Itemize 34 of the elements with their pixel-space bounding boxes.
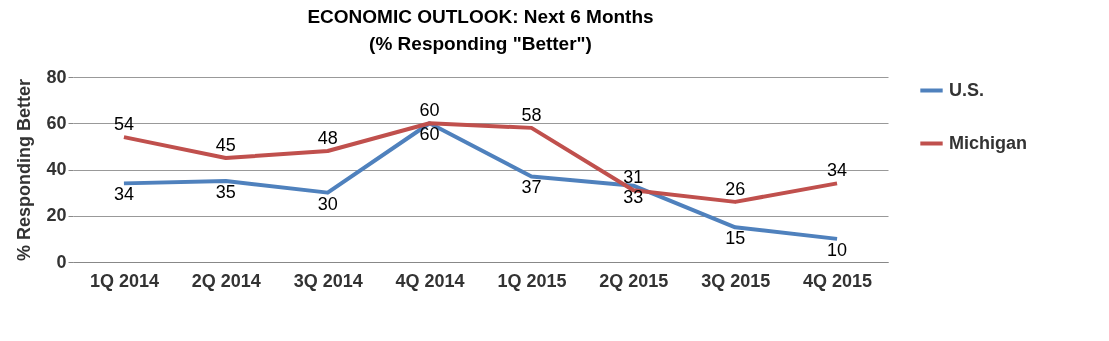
data-label: 10: [827, 239, 848, 260]
data-label: 60: [419, 124, 440, 145]
data-label: 48: [317, 128, 338, 148]
data-label: 58: [521, 104, 542, 125]
data-label: 34: [113, 184, 134, 205]
data-label: 26: [725, 178, 746, 199]
y-tick-label: 0: [56, 251, 67, 272]
data-label: 33: [623, 186, 644, 207]
legend-label: Michigan: [949, 132, 1028, 153]
data-label: 45: [215, 134, 236, 155]
y-axis-title: % Responding Better: [14, 78, 35, 262]
data-label: 15: [725, 228, 746, 249]
x-tick-label: 1Q 2015: [497, 270, 567, 291]
x-tick-label: 1Q 2014: [89, 270, 159, 291]
legend-label: U.S.: [949, 79, 985, 100]
x-tick-label: 4Q 2015: [803, 270, 873, 291]
data-label: 37: [521, 177, 542, 198]
x-tick-label: 2Q 2014: [191, 270, 261, 291]
x-tick-label: 4Q 2014: [395, 270, 465, 291]
data-label: 34: [827, 160, 848, 181]
x-tick-label: 2Q 2015: [599, 270, 669, 291]
y-tick-label: 60: [46, 112, 67, 133]
y-tick-label: 80: [46, 66, 67, 87]
data-label: 30: [317, 193, 338, 214]
chart-title: ECONOMIC OUTLOOK: Next 6 Months: [307, 6, 654, 27]
data-label: 54: [113, 114, 134, 135]
x-tick-label: 3Q 2014: [293, 270, 363, 291]
data-label: 31: [623, 167, 644, 188]
data-label: 60: [419, 100, 440, 121]
data-label: 35: [215, 182, 236, 203]
x-tick-label: 3Q 2015: [701, 270, 771, 291]
y-tick-label: 20: [46, 205, 67, 226]
y-tick-label: 40: [46, 159, 67, 179]
chart-subtitle: (% Responding "Better"): [369, 33, 592, 54]
